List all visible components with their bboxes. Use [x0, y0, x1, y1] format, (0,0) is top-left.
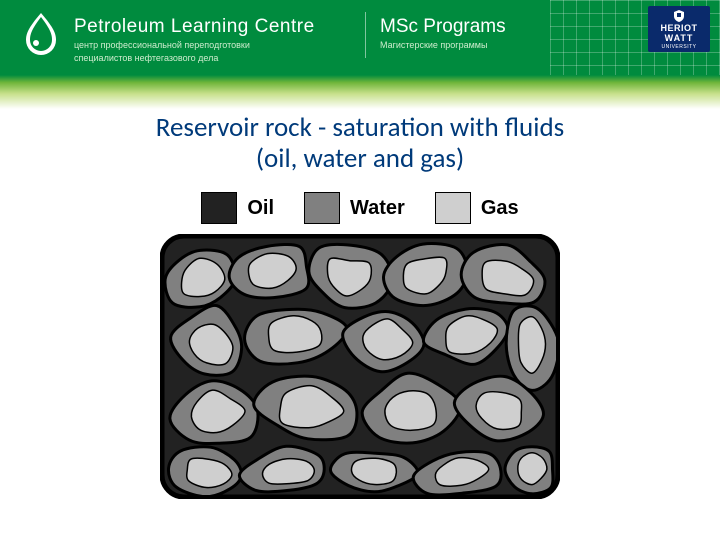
title-line2: (oil, water and gas) [256, 142, 464, 175]
slide-title: Reservoir rock - saturation with fluids … [0, 112, 720, 174]
rock-saturation-diagram [160, 234, 560, 504]
plc-subtitle-line1: центр профессиональной переподготовки [74, 40, 315, 51]
plc-text-block: Petroleum Learning Centre центр професси… [74, 16, 315, 64]
header-divider [365, 12, 366, 58]
legend-label-gas: Gas [481, 197, 519, 220]
hw-line1: HERIOT [660, 23, 697, 33]
header-gradient-fade [0, 75, 720, 109]
legend-item-water: Water [304, 192, 405, 224]
msc-title: MSc Programs [380, 16, 506, 38]
legend-item-oil: Oil [201, 192, 274, 224]
slide-body: Reservoir rock - saturation with fluids … [0, 112, 720, 504]
hw-line3: UNIVERSITY [661, 44, 696, 50]
shield-icon [672, 9, 686, 23]
title-line1: Reservoir rock - saturation with fluids [156, 111, 564, 144]
plc-subtitle-line2: специалистов нефтегазового дела [74, 53, 315, 64]
plc-title: Petroleum Learning Centre [74, 16, 315, 38]
msc-text-block: MSc Programs Магистерские программы [380, 16, 506, 50]
msc-subtitle: Магистерские программы [380, 40, 506, 50]
legend-swatch-gas [435, 192, 471, 224]
legend-label-oil: Oil [247, 197, 274, 220]
heriot-watt-badge: HERIOT WATT UNIVERSITY [648, 6, 710, 52]
slide-header: Petroleum Learning Centre центр професси… [0, 0, 720, 75]
legend-label-water: Water [350, 197, 405, 220]
legend-item-gas: Gas [435, 192, 519, 224]
legend: Oil Water Gas [0, 192, 720, 224]
legend-swatch-oil [201, 192, 237, 224]
legend-swatch-water [304, 192, 340, 224]
plc-logo-icon [18, 10, 64, 56]
hw-line2: WATT [665, 33, 694, 43]
